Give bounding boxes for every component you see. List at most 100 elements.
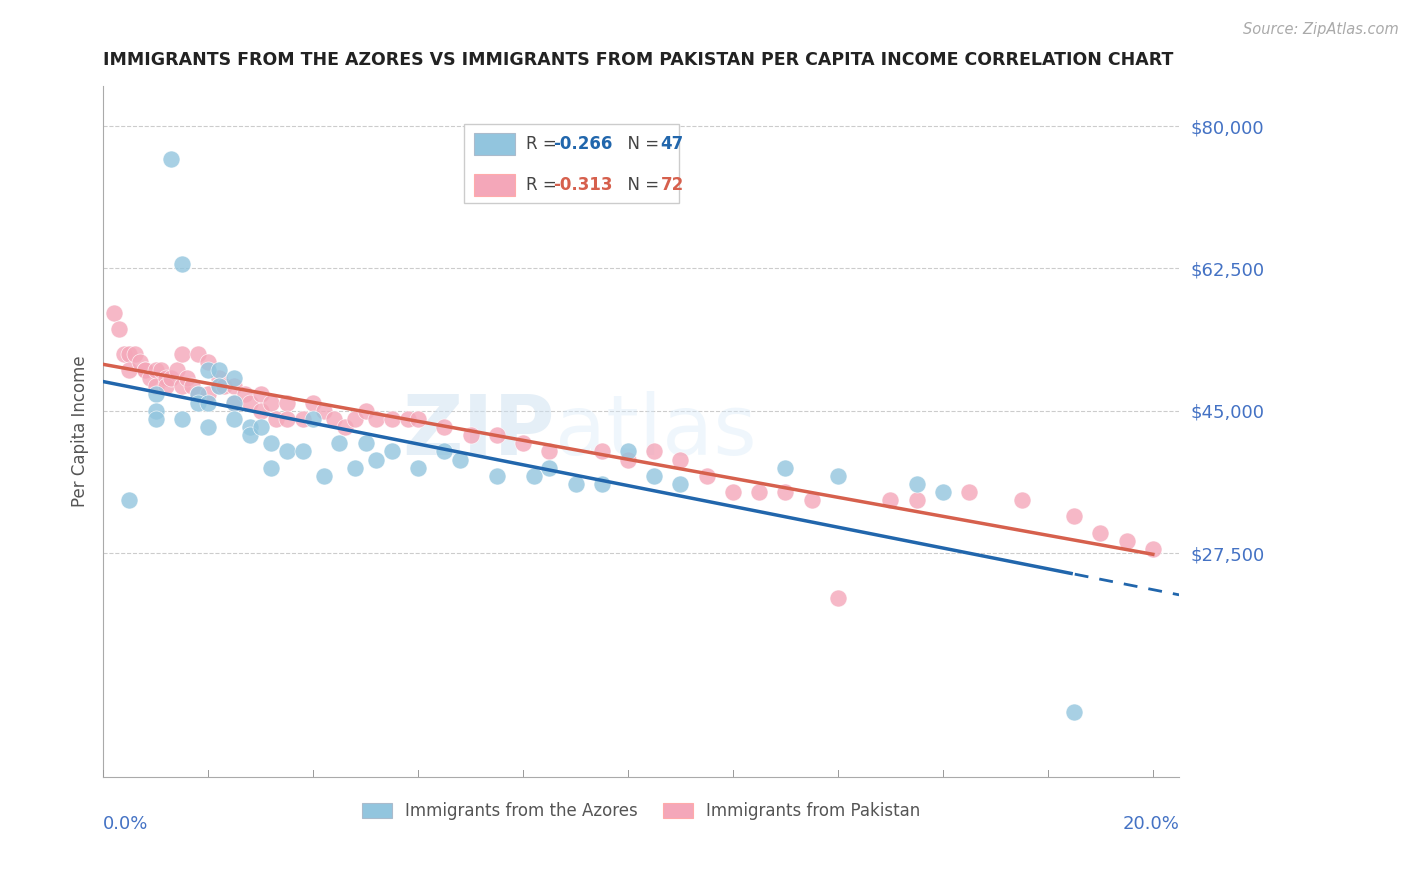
Point [260, 460, 283, 475]
Point [128, 355, 150, 369]
Point [224, 395, 246, 409]
Point [617, 452, 640, 467]
Text: Source: ZipAtlas.com: Source: ZipAtlas.com [1243, 22, 1399, 37]
Point [139, 371, 162, 385]
Point [276, 395, 298, 409]
Point [485, 468, 508, 483]
Point [312, 468, 335, 483]
Point [212, 379, 235, 393]
Point [538, 444, 561, 458]
Text: R =: R = [526, 176, 562, 194]
Point [103, 306, 125, 320]
Point [748, 485, 770, 500]
Point [197, 395, 219, 409]
Point [260, 436, 283, 450]
Point [344, 460, 367, 475]
Point [160, 371, 183, 385]
Point [696, 468, 718, 483]
Point [381, 444, 404, 458]
Point [124, 347, 146, 361]
Point [276, 444, 298, 458]
Point [197, 387, 219, 401]
Point [957, 485, 980, 500]
Point [155, 379, 177, 393]
Text: atlas: atlas [555, 391, 756, 472]
Point [522, 468, 544, 483]
Text: -0.266: -0.266 [553, 135, 612, 153]
Point [233, 387, 256, 401]
Point [905, 477, 928, 491]
Point [187, 387, 209, 401]
Point [145, 379, 167, 393]
Point [170, 347, 193, 361]
Point [827, 591, 849, 605]
Point [134, 363, 156, 377]
Point [239, 395, 262, 409]
Point [160, 152, 183, 166]
Point [1063, 509, 1085, 524]
Point [207, 363, 229, 377]
Point [406, 460, 429, 475]
Point [512, 436, 534, 450]
Point [333, 420, 356, 434]
Text: 20.0%: 20.0% [1122, 814, 1180, 832]
Point [108, 322, 131, 336]
Point [800, 493, 823, 508]
Point [187, 395, 209, 409]
Point [381, 412, 404, 426]
Point [197, 355, 219, 369]
Point [118, 493, 141, 508]
Point [207, 379, 229, 393]
Point [485, 428, 508, 442]
Point [1011, 493, 1033, 508]
Point [591, 477, 613, 491]
Point [170, 379, 193, 393]
Point [291, 444, 314, 458]
Text: N =: N = [617, 176, 665, 194]
Point [145, 412, 167, 426]
Point [406, 412, 429, 426]
Point [249, 420, 271, 434]
Point [181, 379, 204, 393]
Point [302, 395, 325, 409]
Point [538, 460, 561, 475]
Point [669, 452, 692, 467]
Point [224, 379, 246, 393]
Point [170, 257, 193, 271]
Text: IMMIGRANTS FROM THE AZORES VS IMMIGRANTS FROM PAKISTAN PER CAPITA INCOME CORRELA: IMMIGRANTS FROM THE AZORES VS IMMIGRANTS… [103, 51, 1174, 69]
Text: N =: N = [617, 135, 665, 153]
FancyBboxPatch shape [474, 174, 515, 196]
Point [207, 379, 229, 393]
Point [396, 412, 419, 426]
Point [323, 412, 346, 426]
Point [239, 420, 262, 434]
Point [721, 485, 744, 500]
Point [591, 444, 613, 458]
Point [775, 485, 797, 500]
Point [354, 403, 377, 417]
Point [187, 347, 209, 361]
Point [239, 428, 262, 442]
Point [176, 371, 198, 385]
Point [207, 371, 229, 385]
Point [905, 493, 928, 508]
Text: 72: 72 [661, 176, 683, 194]
Point [617, 444, 640, 458]
Text: 47: 47 [661, 135, 683, 153]
Point [460, 428, 482, 442]
Point [328, 436, 350, 450]
Point [166, 363, 188, 377]
Point [433, 444, 456, 458]
Point [155, 371, 177, 385]
Point [1063, 705, 1085, 719]
FancyBboxPatch shape [474, 133, 515, 154]
Point [112, 347, 135, 361]
Text: R =: R = [526, 135, 562, 153]
Point [1090, 525, 1112, 540]
Point [312, 403, 335, 417]
Text: -0.313: -0.313 [553, 176, 613, 194]
Text: 0.0%: 0.0% [103, 814, 149, 832]
Y-axis label: Per Capita Income: Per Capita Income [72, 355, 89, 507]
Point [224, 412, 246, 426]
Point [669, 477, 692, 491]
